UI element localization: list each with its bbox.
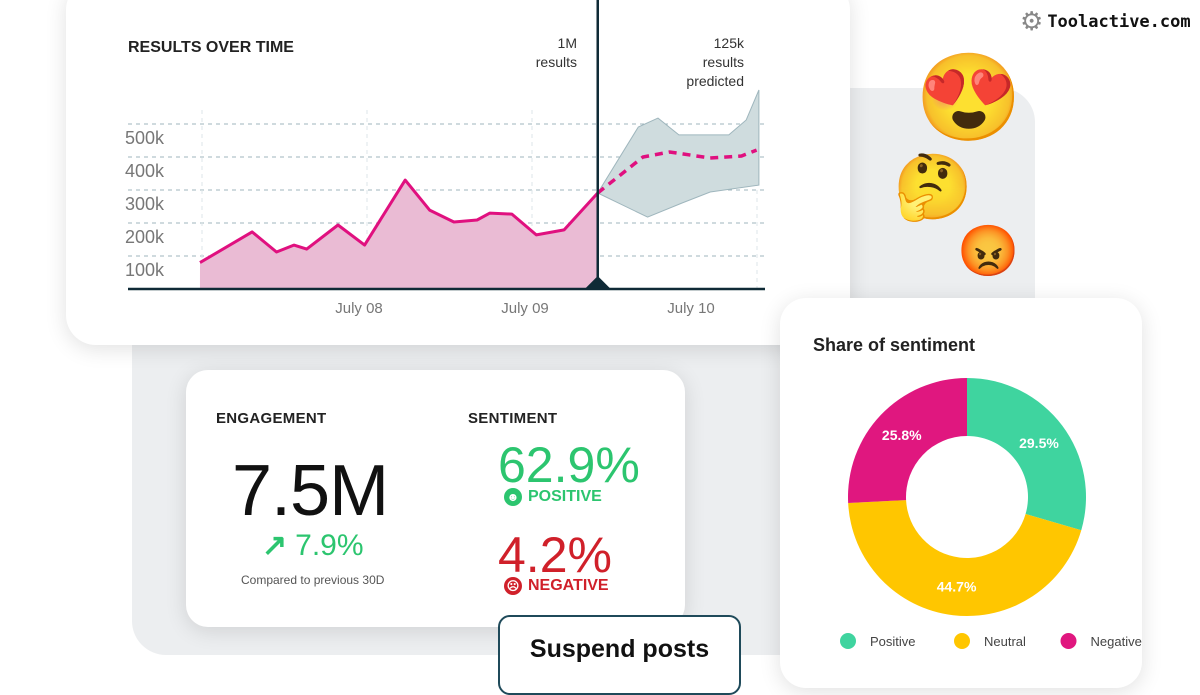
positive-label: POSITIVE [528, 488, 602, 505]
trend-up-arrow-icon: ↗ [262, 529, 288, 562]
donut-slice-neutral [848, 500, 1082, 616]
predicted-results-label: predicted [686, 73, 744, 89]
slice-label: 44.7% [937, 578, 977, 594]
x-tick-label: July 09 [501, 300, 549, 317]
legend-label: Neutral [984, 634, 1026, 649]
legend-swatch [1060, 633, 1077, 649]
predicted-line [596, 148, 758, 195]
negative-label: NEGATIVE [528, 577, 609, 594]
current-results-unit: results [536, 54, 577, 70]
current-results-value: 1M [558, 35, 577, 51]
slice-label: 25.8% [882, 427, 922, 443]
x-tick-label: July 08 [335, 300, 383, 317]
thinking-emoji-icon: 🤔 [893, 151, 973, 223]
results-over-time-card: RESULTS OVER TIME 100k 200k 300k 400k 500k Jul… [66, 0, 850, 345]
smile-icon: ☻ [504, 488, 522, 506]
donut-slice-positive [967, 378, 1086, 531]
legend-label: Negative [1091, 634, 1142, 649]
x-tick-label: July 10 [667, 300, 715, 317]
sentiment-donut-chart: 29.5% 44.7% 25.8% Positive Neutral Negative [840, 378, 1142, 649]
engagement-card: ENGAGEMENT 7.5M ↗ 7.9% Compared to previ… [186, 370, 685, 627]
chart-title: RESULTS OVER TIME [128, 39, 294, 56]
engagement-value: 7.5M [232, 451, 389, 531]
y-tick-label: 300k [125, 194, 165, 214]
actual-line [199, 178, 599, 264]
donut-slice-negative [848, 378, 967, 503]
y-tick-label: 200k [125, 227, 165, 247]
positive-value: 62.9% [498, 437, 640, 493]
frown-icon: ☹ [504, 577, 522, 595]
slice-label: 29.5% [1019, 435, 1059, 451]
watermark-text: Toolactive.com [1047, 11, 1191, 32]
predicted-results-value: 125k [714, 35, 745, 51]
engagement-label: ENGAGEMENT [216, 410, 327, 427]
negative-value: 4.2% [498, 527, 612, 583]
actual-area [199, 180, 598, 289]
share-of-sentiment-card: Share of sentiment 29.5% 44.7% 25.8% Positi… [780, 298, 1142, 688]
sentiment-label: SENTIMENT [468, 410, 558, 427]
y-tick-label: 400k [125, 161, 165, 181]
now-marker-triangle [583, 276, 612, 290]
suspend-posts-label: Suspend posts [529, 635, 710, 663]
y-tick-label: 100k [125, 260, 165, 280]
legend-label: Positive [870, 634, 916, 649]
legend-swatch [840, 633, 856, 649]
share-title: Share of sentiment [813, 335, 976, 355]
engagement-change: 7.9% [295, 528, 364, 562]
results-chart: RESULTS OVER TIME 100k 200k 300k 400k 500k Jul… [125, 0, 765, 317]
suspend-posts-button[interactable]: Suspend posts [498, 615, 741, 695]
watermark-logo-icon: ⚙ [1020, 6, 1044, 36]
y-tick-label: 500k [125, 128, 165, 148]
predicted-results-unit: results [703, 54, 744, 70]
prediction-band [596, 89, 760, 218]
legend-swatch [954, 633, 970, 649]
engagement-note: Compared to previous 30D [241, 573, 385, 587]
angry-emoji-icon: 😡 [957, 223, 1020, 279]
heart-eyes-emoji-icon: 😍 [915, 50, 1023, 146]
